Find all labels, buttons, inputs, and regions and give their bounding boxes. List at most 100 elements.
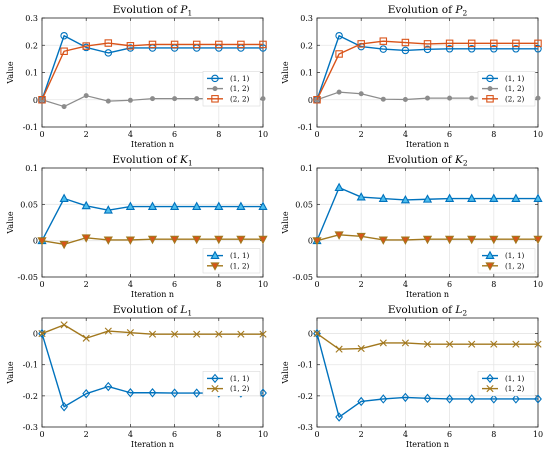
legend-marker [486,385,494,393]
legend-label: (1, 2) [505,261,525,270]
legend-marker [211,74,219,83]
chart-title: Evolution of K2 [387,154,467,168]
data-point [313,96,321,104]
x-tick-label: 8 [216,130,221,139]
y-tick-label: -0.2 [23,392,38,401]
data-point [59,193,69,202]
x-tick-label: 4 [403,280,408,289]
marker-stroke [357,344,365,353]
legend-marker [210,250,220,260]
x-tick-label: 8 [216,430,221,439]
axes-frame [316,317,539,428]
data-point [237,40,245,49]
series-group [38,321,267,412]
y-tick-label: 0 [33,237,38,246]
data-point [104,327,112,335]
data-point [192,235,202,245]
marker-stroke [512,340,520,348]
y-tick-label: 0.2 [25,41,38,50]
y-tick-label: 0.2 [300,41,313,50]
y-axis-label: Value [6,361,15,385]
series-line-3 [41,42,263,101]
y-tick-label: 0 [308,96,313,105]
y-tick-label: 0.1 [25,164,38,173]
x-tick-label: 8 [216,280,221,289]
data-point [59,240,69,250]
legend-marker [486,74,494,83]
data-point [423,45,432,54]
data-point [104,381,113,392]
data-point [357,396,366,407]
y-tick-label: 0.05 [295,200,313,209]
data-point [214,235,224,245]
data-point [192,388,201,398]
legend-label: (1, 2) [230,84,250,93]
legend: (1, 1)(1, 2)(2, 2) [477,71,536,107]
marker-stroke [379,339,387,347]
marker-stroke [38,329,46,338]
data-point [172,96,178,102]
data-point [60,402,69,412]
marker-stroke [446,340,454,348]
data-point [512,340,520,348]
chart-k2: Evolution of K2 Iteration n Value 0 2 4 6 8 1… [281,154,543,299]
data-point [336,89,342,95]
marker-stroke [423,340,432,348]
x-axis-label: Iteration n [406,440,449,449]
y-tick-label: 0.1 [300,69,313,78]
x-tick-label: 10 [533,280,543,289]
data-point [125,201,136,210]
data-point [445,45,454,53]
marker-stroke [486,385,494,393]
data-point [446,340,454,348]
marker-stroke [259,330,267,338]
legend-marker [211,95,219,103]
data-point [422,235,433,245]
y-tick-label: -0.1 [298,361,313,370]
y-tick-label: 0.3 [25,14,38,23]
legend-label: (1, 2) [505,84,525,93]
axes-box [316,317,539,428]
data-point [401,339,409,347]
data-point [400,194,411,204]
marker-stroke [60,321,68,329]
legend: (1, 1)(1, 2)(2, 2) [202,71,261,107]
data-point [214,201,224,210]
y-tick-label: 0 [33,96,38,105]
data-point [259,330,267,338]
panel-l2: Evolution of L2 Iteration n Value 0 2 4 6 8 1… [275,300,550,450]
legend-marker [212,86,218,92]
chart-title: Evolution of L1 [113,304,192,318]
data-point [423,393,432,404]
data-point [444,193,455,202]
x-axis-label: Iteration n [131,440,174,449]
legend-label: (1, 1) [230,374,250,383]
marker-stroke [401,339,409,347]
marker-stroke [126,329,134,337]
data-point [105,98,111,104]
data-point [468,340,476,348]
legend: (1, 1)(1, 2) [202,371,261,397]
legend-label: (1, 2) [505,384,525,393]
data-point [467,193,477,202]
data-point [147,235,158,245]
data-point [215,40,223,49]
data-point [334,182,344,192]
data-point [469,95,475,101]
y-tick-label: -0.1 [23,123,38,132]
marker-stroke [237,330,245,338]
x-tick-label: 10 [258,280,268,289]
data-point [148,40,157,49]
marker-stroke [211,385,219,393]
ticks: 0 2 4 6 8 10-0.100.10.20.3 [23,14,269,139]
data-point [357,344,365,353]
x-tick-label: 4 [403,130,408,139]
marker-stroke [148,330,157,338]
data-point [401,38,410,47]
axes-frame [316,167,539,278]
legend-label: (1, 1) [230,251,250,260]
legend-label: (2, 2) [505,94,525,103]
x-tick-label: 2 [359,130,364,139]
